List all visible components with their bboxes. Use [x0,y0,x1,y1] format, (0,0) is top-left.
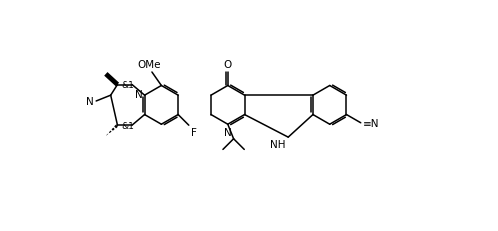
Text: N: N [86,97,94,106]
Text: F: F [191,128,197,138]
Text: &1: &1 [121,81,134,90]
Text: N: N [134,90,142,100]
Text: O: O [224,60,232,70]
Text: N: N [224,127,232,137]
Text: OMe: OMe [138,60,161,70]
Text: ≡N: ≡N [363,118,379,128]
Text: &1: &1 [121,121,134,130]
Text: NH: NH [270,140,286,150]
